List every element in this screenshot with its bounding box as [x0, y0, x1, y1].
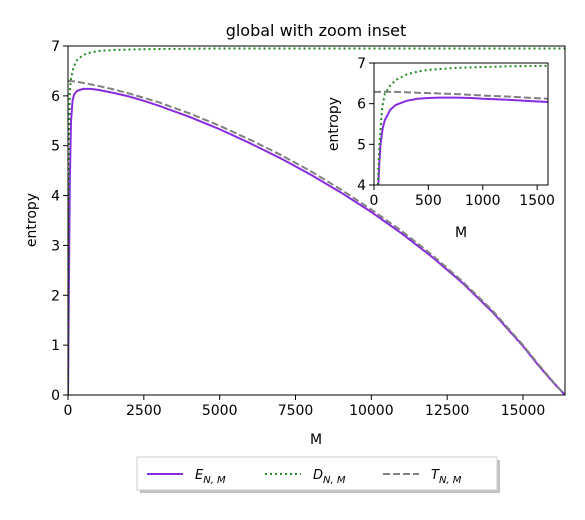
legend: EN, M DN, M TN, M — [136, 456, 500, 493]
legend-label-d: DN, M — [313, 468, 346, 486]
inset-y-tick-label: 5 — [357, 137, 366, 153]
chart-title: global with zoom inset — [226, 21, 407, 40]
main-plot-frame — [67, 45, 566, 396]
main-y-tick-label: 2 — [51, 288, 60, 304]
legend-items: EN, M DN, M TN, M — [147, 468, 462, 486]
main-plot: global with zoom inset 0 2500 5000 7500 1000… — [24, 21, 566, 448]
legend-label-t: TN, M — [431, 468, 462, 486]
inset-series-group — [374, 64, 548, 185]
main-x-tick-label: 5000 — [202, 403, 238, 419]
legend-label-e: EN, M — [195, 468, 226, 486]
main-y-tick-label: 4 — [51, 189, 60, 205]
main-series-line-d — [68, 47, 565, 395]
main-series-line-t — [68, 79, 565, 395]
inset-y-axis-label: entropy — [326, 97, 342, 151]
inset-background — [374, 63, 548, 185]
main-x-axis-label: M — [310, 432, 322, 448]
main-x-axis-ticks: 0 2500 5000 7500 10000 12500 15000 — [64, 395, 546, 419]
main-x-tick-label: 2500 — [126, 403, 162, 419]
main-y-tick-label: 0 — [51, 388, 60, 404]
main-x-tick-label: 10000 — [349, 403, 394, 419]
inset-x-tick-label: 1500 — [519, 193, 555, 209]
inset-x-tick-label: 0 — [370, 193, 379, 209]
inset-x-tick-label: 1000 — [465, 193, 501, 209]
inset-x-axis-ticks: 0 500 1000 1500 — [370, 185, 555, 209]
main-y-tick-label: 7 — [51, 39, 60, 55]
main-y-tick-label: 6 — [51, 89, 60, 105]
main-series-line-e — [68, 87, 565, 395]
inset-y-tick-label: 7 — [357, 56, 366, 72]
main-y-axis-label: entropy — [24, 193, 40, 247]
inset-series-line-t — [374, 90, 548, 100]
main-y-tick-label: 3 — [51, 238, 60, 254]
main-y-tick-label: 5 — [51, 139, 60, 155]
main-series-group — [68, 47, 565, 395]
inset-plot: 0 500 1000 1500 4 5 6 7 M entropy — [326, 56, 555, 241]
inset-x-tick-label: 500 — [415, 193, 442, 209]
legend-box — [136, 456, 498, 491]
main-x-tick-label: 15000 — [501, 403, 546, 419]
inset-series-line-e — [377, 96, 548, 185]
inset-y-tick-label: 4 — [357, 178, 366, 194]
inset-x-axis-label: M — [455, 225, 467, 241]
main-x-tick-label: 0 — [64, 403, 73, 419]
inset-y-axis-ticks: 4 5 6 7 — [357, 56, 374, 194]
inset-series-line-d — [376, 64, 548, 185]
inset-plot-frame — [373, 62, 549, 186]
main-x-tick-label: 7500 — [278, 403, 314, 419]
main-y-axis-ticks: 0 1 2 3 4 5 6 7 — [51, 39, 68, 404]
main-x-tick-label: 12500 — [425, 403, 470, 419]
inset-y-tick-label: 6 — [357, 97, 366, 113]
main-y-tick-label: 1 — [51, 338, 60, 354]
